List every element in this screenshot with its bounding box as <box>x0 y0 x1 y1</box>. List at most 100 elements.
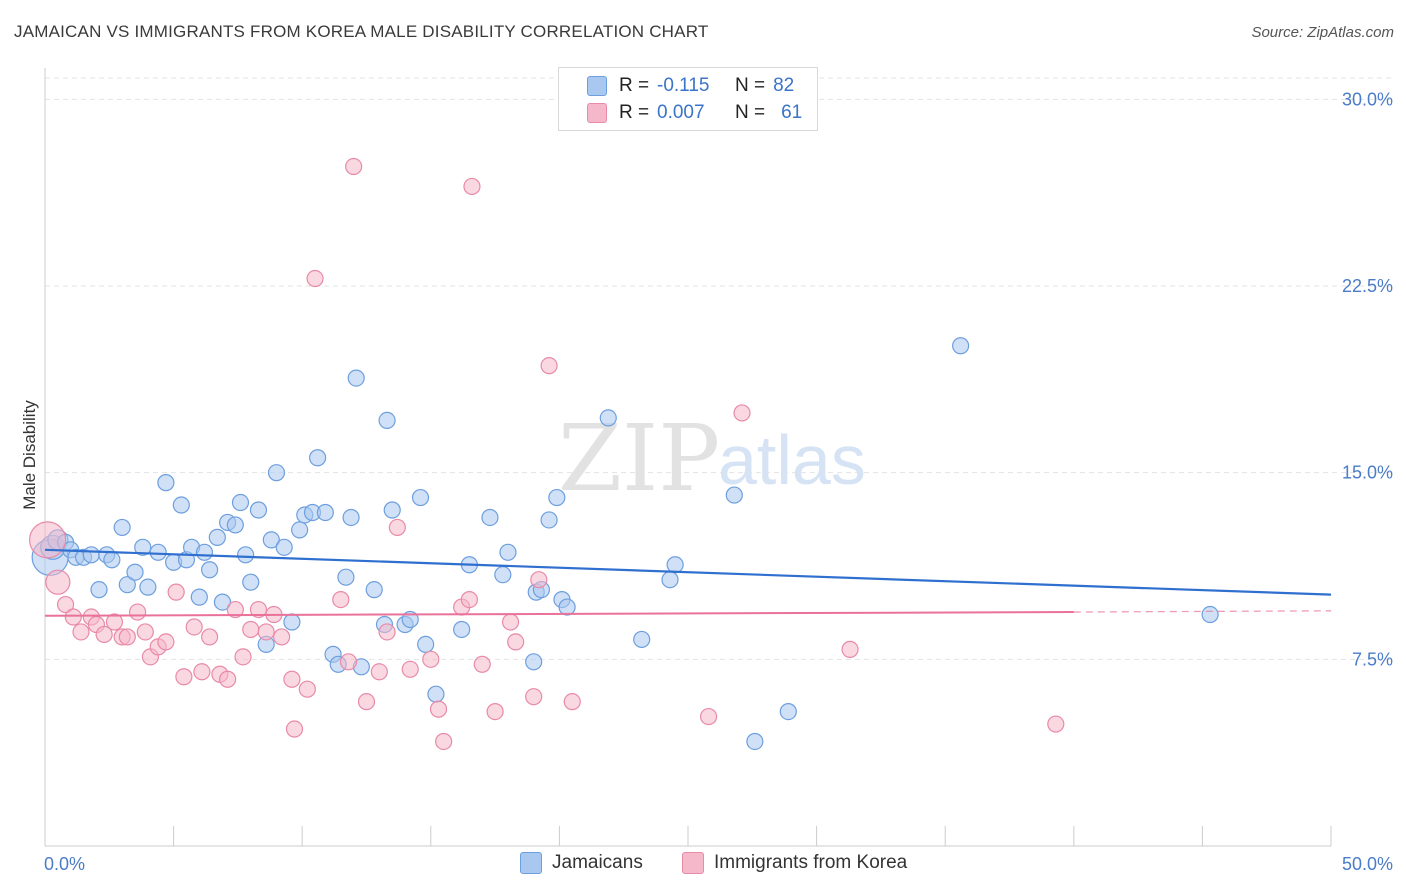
jamaican-point <box>316 503 334 522</box>
korea-point <box>422 650 440 668</box>
korea-point <box>388 518 406 537</box>
korea-point <box>56 595 75 614</box>
jamaican-point <box>172 496 190 514</box>
korea-point <box>95 625 113 644</box>
korea-point <box>486 702 504 721</box>
jamaican-point <box>90 581 108 599</box>
jamaican-point <box>208 528 226 546</box>
jamaican-point <box>113 518 131 537</box>
korea-point <box>157 633 175 651</box>
jamaican-point <box>347 369 365 387</box>
jamaican-point <box>149 543 167 561</box>
korea-point <box>28 521 67 559</box>
legend-swatch-pink <box>587 103 607 123</box>
jamaican-point <box>242 573 260 591</box>
korea-point <box>257 623 275 641</box>
korea-point <box>201 628 219 646</box>
korea-point <box>435 732 453 751</box>
grid-lines <box>45 77 1392 660</box>
korea-trend-line <box>44 611 1074 617</box>
korea-point <box>401 660 419 678</box>
korea-point <box>841 640 859 658</box>
korea-point <box>378 623 396 641</box>
legend-row-jamaicans: R = -0.115 N = 82 <box>559 74 794 98</box>
korea-point <box>72 623 90 641</box>
legend-r-label: R = <box>619 102 650 123</box>
jamaican-point <box>952 337 970 355</box>
y-tick-label: 30.0% <box>1342 89 1393 109</box>
korea-point <box>118 628 136 646</box>
jamaican-point <box>427 685 445 703</box>
jamaican-point <box>283 613 301 631</box>
korea-point <box>128 603 147 621</box>
y-tick-label: 22.5% <box>1342 276 1393 296</box>
y-tick-label: 7.5% <box>1352 649 1393 669</box>
jamaican-point <box>453 620 471 639</box>
jamaican-point <box>337 568 355 586</box>
axes <box>44 68 1332 847</box>
jamaican-point <box>525 653 543 671</box>
legend-n-label: N = <box>735 102 766 123</box>
jamaican-point <box>481 508 499 527</box>
korea-point <box>429 700 448 718</box>
jamaican-trend-line <box>44 548 1332 596</box>
korea-point <box>460 590 478 609</box>
legend-r-value: -0.115 <box>657 75 710 96</box>
jamaican-point <box>291 521 309 539</box>
korea-point <box>345 157 363 176</box>
jamaican-point <box>499 543 517 561</box>
bottom-legend-label: Jamaicans <box>552 852 643 873</box>
korea-point <box>219 670 237 688</box>
korea-point <box>699 707 718 726</box>
jamaican-point <box>378 411 396 429</box>
y-axis-label: Male Disability <box>20 400 39 510</box>
korea-point <box>283 670 301 688</box>
jamaican-point <box>411 488 430 507</box>
jamaican-point <box>309 449 327 467</box>
korea-point <box>501 613 520 631</box>
jamaican-point <box>262 531 280 549</box>
korea-point <box>473 655 491 673</box>
legend-row-korea: R = 0.007 N = 61 <box>559 101 802 125</box>
jamaican-point <box>342 508 360 527</box>
korea-point <box>733 404 751 422</box>
jamaican-point <box>267 464 286 482</box>
korea-trend-line <box>1073 610 1332 613</box>
bottom-legend-korea: Immigrants from Korea <box>682 852 907 874</box>
korea-point <box>463 177 481 196</box>
jamaican-point <box>231 493 250 512</box>
korea-point <box>540 357 558 375</box>
bottom-legend-label: Immigrants from Korea <box>714 852 908 873</box>
jamaican-point <box>383 501 401 519</box>
jamaican-point <box>365 581 383 599</box>
korea-point <box>226 600 244 619</box>
korea-point <box>185 618 203 636</box>
korea-point <box>64 608 82 626</box>
korea-point <box>45 569 71 595</box>
jamaican-point <box>201 561 219 579</box>
jamaican-point <box>401 610 419 629</box>
korea-point <box>1047 715 1065 733</box>
jamaican-point <box>126 563 144 581</box>
jamaican-point <box>661 571 679 589</box>
korea-point <box>242 620 260 639</box>
x-tick-label: 50.0% <box>1342 854 1393 874</box>
jamaican-point <box>139 578 157 596</box>
jamaican-point <box>195 543 214 561</box>
jamaican-point <box>82 546 100 564</box>
watermark: ZIP atlas <box>558 405 866 512</box>
legend-n-label: N = <box>735 75 766 96</box>
jamaican-point <box>190 588 208 606</box>
jamaican-point <box>103 551 121 569</box>
watermark-zip: ZIP <box>558 405 720 512</box>
jamaican-point <box>494 566 512 584</box>
jamaican-point <box>599 409 617 427</box>
korea-point <box>563 693 581 711</box>
x-tick-label: 0.0% <box>44 854 85 874</box>
jamaican-point <box>157 474 175 492</box>
tick-labels: 7.5% 15.0% 22.5% 30.0% 0.0% 50.0% <box>44 89 1393 874</box>
korea-point <box>525 688 543 706</box>
bottom-legend-swatch-blue <box>520 852 542 874</box>
korea-point <box>357 693 376 711</box>
chart-source: Source: ZipAtlas.com <box>1251 24 1394 41</box>
